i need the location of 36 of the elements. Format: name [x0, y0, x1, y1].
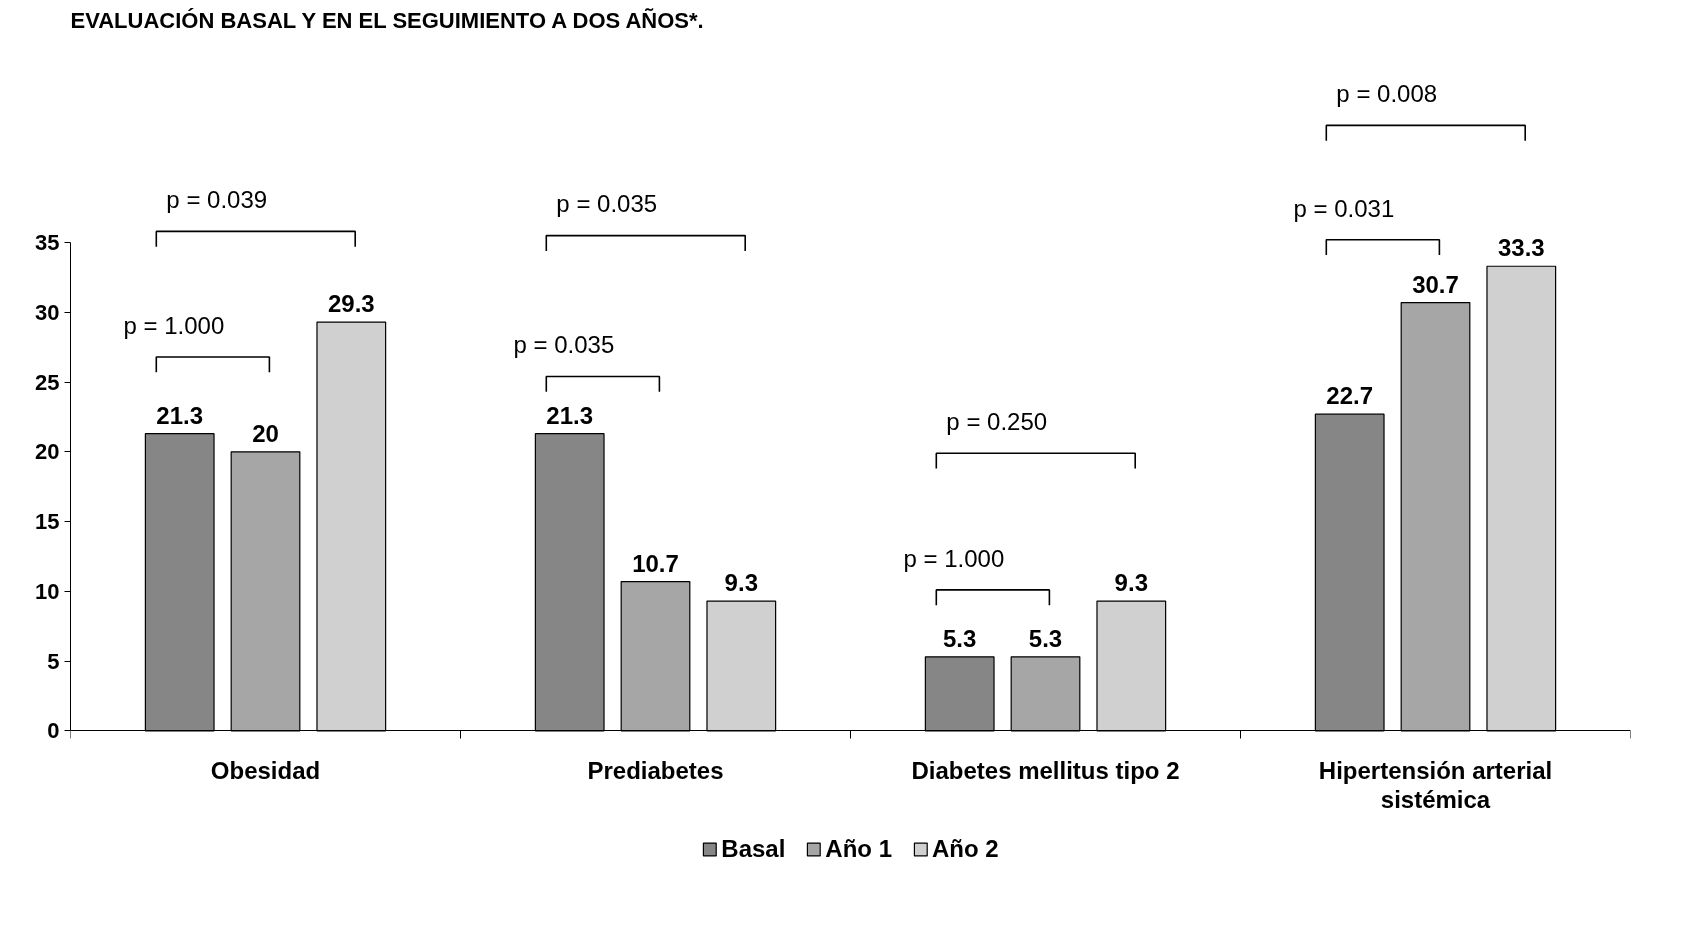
- data-label: 21.3: [156, 401, 204, 429]
- data-label: 5.3: [943, 624, 977, 652]
- annotation: p = 0.035: [513, 331, 615, 359]
- y-tick-label: 0: [47, 718, 60, 744]
- legend-label: Basal: [721, 835, 786, 863]
- legend-label: Año 1: [825, 835, 893, 863]
- y-tick-label: 20: [35, 439, 60, 465]
- legend-label: Año 2: [932, 835, 999, 863]
- text: p = 0.031: [1293, 194, 1395, 222]
- data-label: 22.7: [1326, 382, 1374, 410]
- annotation: p = 0.250: [946, 408, 1048, 436]
- y-tick-label: 10: [35, 578, 60, 604]
- text: p = 0.035: [556, 190, 658, 218]
- y-tick-label: 25: [35, 369, 60, 395]
- x-tick-label: Prediabetes: [587, 756, 724, 784]
- data-label: 9.3: [1114, 569, 1148, 597]
- y-tick-label: 35: [35, 230, 60, 256]
- annotation: p = 1.000: [123, 311, 225, 339]
- data-label: 9.3: [724, 569, 758, 597]
- data-label: 21.3: [546, 401, 594, 429]
- text: p = 0.039: [166, 186, 268, 214]
- y-tick-label: 30: [35, 299, 60, 325]
- data-label: 5.3: [1028, 624, 1063, 652]
- y-tick-label: 5: [47, 648, 60, 674]
- data-label: 10.7: [632, 549, 679, 577]
- chart-title: EVALUACIÓN BASAL Y EN EL SEGUIMIENTO A DOS AÑOS*.: [70, 7, 704, 33]
- annotation: p = 1.000: [903, 544, 1005, 572]
- data-label: 29.3: [327, 290, 375, 318]
- x-tick-label: Hipertensión arterial sistémica: [1318, 756, 1553, 814]
- x-tick-label: Obesidad: [210, 756, 321, 784]
- data-label: 20: [252, 419, 279, 447]
- data-label: 30.7: [1412, 270, 1459, 298]
- text: p = 0.008: [1336, 80, 1438, 108]
- data-label: 33.3: [1497, 234, 1545, 262]
- x-tick-label: Diabetes mellitus tipo 2: [911, 756, 1180, 784]
- y-tick-label: 15: [35, 509, 60, 535]
